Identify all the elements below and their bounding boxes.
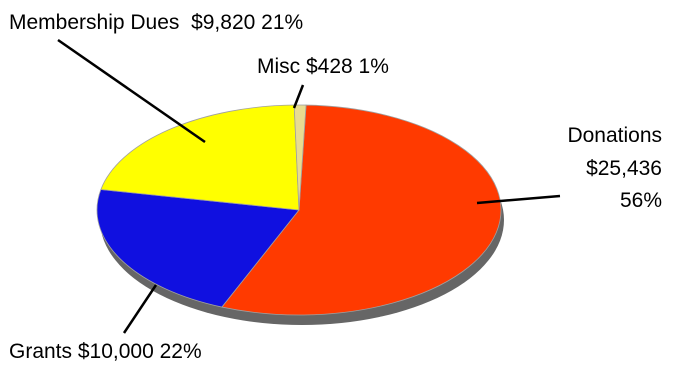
label-grants: Grants $10,000 22% bbox=[9, 340, 202, 363]
leader-line-membership bbox=[57, 38, 206, 144]
leader-line-misc bbox=[292, 84, 305, 109]
pie-slice-donations bbox=[221, 104, 502, 316]
label-membership-dues: Membership Dues $9,820 21% bbox=[9, 11, 303, 34]
pie-slice-grants bbox=[96, 189, 300, 308]
leader-line-donations bbox=[476, 194, 561, 205]
label-donations-percent: 56% bbox=[620, 189, 662, 212]
pie-slice-membership-dues bbox=[100, 104, 300, 211]
pie-slices bbox=[96, 104, 502, 316]
leader-line-grants bbox=[122, 284, 158, 334]
label-donations-amount: $25,436 bbox=[586, 157, 662, 180]
label-donations-name: Donations bbox=[567, 124, 662, 147]
label-misc: Misc $428 1% bbox=[257, 55, 389, 78]
